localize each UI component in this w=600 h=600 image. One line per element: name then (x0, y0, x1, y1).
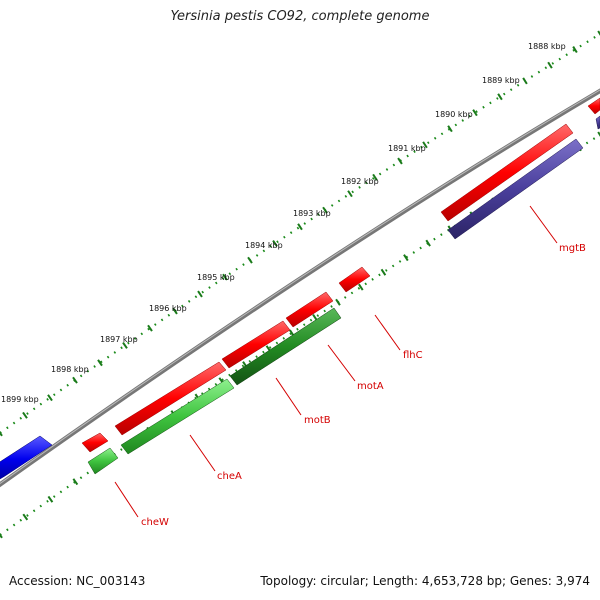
kbp-label: 1888 kbp (528, 42, 566, 51)
outer-ruler-tick (172, 307, 178, 315)
kbp-label: 1899 kbp (1, 395, 39, 404)
kbp-label: 1894 kbp (245, 241, 283, 250)
outer-ruler-tick (22, 411, 28, 419)
outer-ruler-tick (222, 273, 228, 281)
gene-labels: cheW cheA motB motA flhC mgtB (141, 243, 586, 528)
accession-text: Accession: NC_003143 (9, 574, 146, 588)
gene-feature-purple[interactable] (595, 115, 600, 130)
gene-feature-red[interactable] (285, 291, 334, 328)
kbp-label: 1895 kbp (197, 273, 235, 282)
leader-line-mgtB (529, 205, 558, 244)
outer-ruler-tick (247, 256, 253, 264)
leader-line-flhC (374, 314, 401, 351)
kbp-label: 1889 kbp (482, 76, 520, 85)
inner-ruler-tick (425, 239, 431, 247)
gene-label-cheA[interactable]: cheA (217, 471, 242, 482)
inner-ruler-tick (47, 495, 54, 503)
forward-strand-features (81, 97, 600, 453)
kbp-label: 1897 kbp (100, 335, 138, 344)
gene-label-cheW[interactable]: cheW (141, 517, 169, 528)
outer-ruler-tick (347, 190, 353, 198)
gene-feature-red[interactable] (221, 320, 291, 369)
outer-ruler-tick (522, 77, 528, 85)
kbp-label: 1896 kbp (149, 304, 187, 313)
inner-ruler-tick (0, 533, 3, 539)
kbp-label: 1891 kbp (388, 144, 426, 153)
outer-ruler-tick (497, 93, 503, 101)
gene-feature-red[interactable] (587, 97, 600, 115)
kbp-label: 1892 kbp (341, 177, 379, 186)
page-title: Yersinia pestis CO92, complete genome (170, 9, 430, 24)
gene-feature-light-green[interactable] (120, 378, 235, 455)
outer-ruler-tick (422, 141, 428, 149)
inner-ruler-tick (403, 254, 409, 262)
genome-backbone-highlight (0, 89, 600, 485)
inner-ruler-tick (72, 478, 79, 486)
genome-summary-text: Topology: circular; Length: 4,653,728 bp… (260, 574, 590, 588)
gene-label-leaders (114, 205, 558, 518)
inner-ruler-tick (358, 283, 364, 291)
outer-ruler-dots (0, 33, 600, 434)
outer-ruler-tick (272, 239, 278, 247)
outer-ruler-tick (147, 324, 153, 332)
leader-line-cheW (114, 481, 139, 518)
inner-ruler-tick (597, 131, 600, 137)
reverse-strand-features (87, 115, 600, 475)
outer-ruler-tick (97, 359, 103, 367)
outer-ruler-tick (297, 223, 303, 231)
gene-feature-light-green[interactable] (87, 447, 119, 475)
outer-ruler-tick (372, 173, 378, 181)
gene-feature-green[interactable] (229, 307, 342, 386)
gene-label-motA[interactable]: motA (357, 381, 384, 392)
outer-ruler-tick (397, 157, 403, 165)
leader-line-motA (327, 344, 356, 382)
kbp-labels: 1888 kbp 1889 kbp 1890 kbp 1891 kbp 1892… (1, 42, 566, 404)
gene-feature-red[interactable] (440, 123, 574, 222)
outer-ruler-tick (447, 125, 453, 133)
kbp-label: 1898 kbp (51, 365, 89, 374)
outer-ruler-tick (322, 206, 328, 214)
outer-ruler-tick (197, 290, 203, 298)
outer-ruler-ticks (0, 30, 600, 437)
leader-line-motB (275, 377, 302, 416)
outer-ruler-tick (122, 341, 128, 349)
kbp-label: 1890 kbp (435, 110, 473, 119)
leader-line-cheA (189, 434, 216, 472)
gene-feature-purple[interactable] (447, 138, 584, 240)
outer-ruler-tick (572, 46, 578, 54)
gene-feature-red[interactable] (338, 266, 371, 293)
outer-ruler-tick (0, 431, 3, 437)
inner-ruler-tick (335, 298, 341, 306)
gene-label-motB[interactable]: motB (304, 415, 331, 426)
outer-ruler-tick (547, 61, 553, 69)
outer-ruler-tick (47, 394, 53, 402)
inner-ruler-tick (380, 268, 387, 276)
outer-ruler-tick (72, 376, 78, 384)
gene-label-flhC[interactable]: flhC (403, 350, 423, 361)
genome-backbone (0, 88, 600, 488)
outer-ruler-tick (597, 30, 600, 36)
outer-ruler-tick (472, 109, 478, 117)
gene-feature-blue[interactable] (0, 435, 53, 482)
gene-label-mgtB[interactable]: mgtB (559, 243, 586, 254)
gene-feature-red[interactable] (81, 432, 109, 453)
kbp-label: 1893 kbp (293, 209, 331, 218)
gene-feature-red[interactable] (114, 361, 227, 436)
inner-ruler-tick (22, 513, 29, 521)
